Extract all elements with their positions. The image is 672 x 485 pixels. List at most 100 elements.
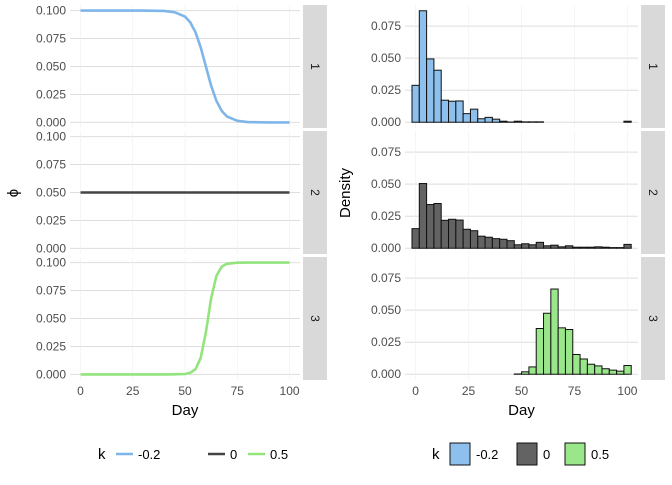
histogram-bar xyxy=(441,100,448,122)
y-tick-label: 0.025 xyxy=(371,209,401,223)
facet-strip-label: 3 xyxy=(646,315,660,322)
histogram-bar xyxy=(456,220,463,248)
histogram-bar xyxy=(507,241,514,249)
legend-key--0.2 xyxy=(450,443,470,465)
facet-strip-label: 1 xyxy=(646,63,660,70)
histogram-bar xyxy=(529,367,536,374)
histogram-bar xyxy=(419,184,426,249)
histogram-bar xyxy=(478,119,485,122)
histogram-bar xyxy=(514,121,521,122)
legend-label: 0 xyxy=(230,447,237,462)
y-tick-label: 0.100 xyxy=(36,130,66,144)
histogram-bar xyxy=(558,328,565,374)
y-tick-label: 0.075 xyxy=(371,19,401,33)
y-tick-label: 0.050 xyxy=(371,177,401,191)
y-tick-label: 0.075 xyxy=(371,271,401,285)
y-tick-label: 0.075 xyxy=(36,284,66,298)
histogram-bar xyxy=(580,247,587,248)
histogram-bar xyxy=(456,101,463,122)
x-tick-label: 0 xyxy=(412,384,419,398)
histogram-bar xyxy=(529,245,536,248)
y-tick-label: 0.025 xyxy=(36,87,66,101)
histogram-bar xyxy=(419,11,426,122)
panel-1-2: 0.000 0.025 0.050 0.075 2 xyxy=(371,131,665,255)
y-tick-label: 0.025 xyxy=(371,335,401,349)
y-axis-title: Density xyxy=(337,167,354,218)
y-tick-label: 0.000 xyxy=(371,241,401,255)
histogram-bar xyxy=(580,359,587,374)
x-axis-title: Day xyxy=(508,402,535,419)
histogram-bar xyxy=(558,247,565,248)
histogram-bar xyxy=(427,205,434,249)
histogram-bar xyxy=(609,248,616,249)
histogram-bar xyxy=(551,289,558,374)
legend-title: k xyxy=(432,446,440,463)
histogram-bar xyxy=(412,229,419,249)
x-tick-label: 75 xyxy=(231,384,245,398)
histogram-bar xyxy=(492,239,499,249)
y-axis-title: ϕ xyxy=(5,189,22,197)
y-tick-label: 0.050 xyxy=(371,303,401,317)
x-tick-label: 50 xyxy=(178,384,192,398)
y-tick-label: 0.025 xyxy=(371,83,401,97)
histogram-bar xyxy=(500,239,507,248)
histogram-bar xyxy=(587,364,594,374)
histogram-bar xyxy=(470,109,477,122)
y-tick-label: 0.050 xyxy=(36,186,66,200)
x-tick-label: 100 xyxy=(617,384,637,398)
histogram-bar xyxy=(522,244,529,248)
histogram-bar xyxy=(595,247,602,248)
histogram-bar xyxy=(492,119,499,122)
x-axis-title: Day xyxy=(172,402,199,419)
histogram-bar xyxy=(434,204,441,249)
histogram-bar xyxy=(514,245,521,248)
histogram-bar xyxy=(485,117,492,122)
y-tick-label: 0.000 xyxy=(36,115,66,129)
histogram-bar xyxy=(522,372,529,374)
histogram-bar xyxy=(536,242,543,248)
histogram-bar xyxy=(609,370,616,374)
histogram-bar xyxy=(536,328,543,374)
histogram-bar xyxy=(449,219,456,248)
histogram-bar xyxy=(602,369,609,375)
histogram-bar xyxy=(602,247,609,248)
x-tick-label: 25 xyxy=(462,384,476,398)
histogram-bar xyxy=(573,247,580,248)
y-tick-label: 0.025 xyxy=(36,213,66,227)
legend-label: -0.2 xyxy=(476,447,498,462)
histogram-bar xyxy=(624,121,631,122)
x-tick-label: 75 xyxy=(568,384,582,398)
y-tick-label: 0.075 xyxy=(371,145,401,159)
histogram-bar xyxy=(427,59,434,122)
y-tick-label: 0.100 xyxy=(36,256,66,270)
histogram-bar xyxy=(573,355,580,375)
histogram-bar xyxy=(595,366,602,374)
y-tick-label: 0.000 xyxy=(371,115,401,129)
legend-label: -0.2 xyxy=(138,447,160,462)
x-tick-label: 25 xyxy=(126,384,140,398)
y-tick-label: 0.000 xyxy=(36,241,66,255)
legend-title: k xyxy=(98,446,106,463)
facet-strip-label: 1 xyxy=(308,63,322,70)
facet-strip-label: 2 xyxy=(646,189,660,196)
histogram-bar xyxy=(544,246,551,248)
histogram-bar xyxy=(485,237,492,248)
y-tick-label: 0.075 xyxy=(36,158,66,172)
histogram-bar xyxy=(500,121,507,122)
x-tick-label: 100 xyxy=(280,384,300,398)
histogram-bar xyxy=(587,247,594,248)
facet-strip-label: 3 xyxy=(308,315,322,322)
facet-strip-label: 2 xyxy=(308,189,322,196)
histogram-bar xyxy=(565,246,572,248)
legend-key-0 xyxy=(517,443,537,465)
x-tick-label: 0 xyxy=(77,384,84,398)
histogram-bar xyxy=(463,114,470,123)
histogram-bar xyxy=(449,101,456,122)
